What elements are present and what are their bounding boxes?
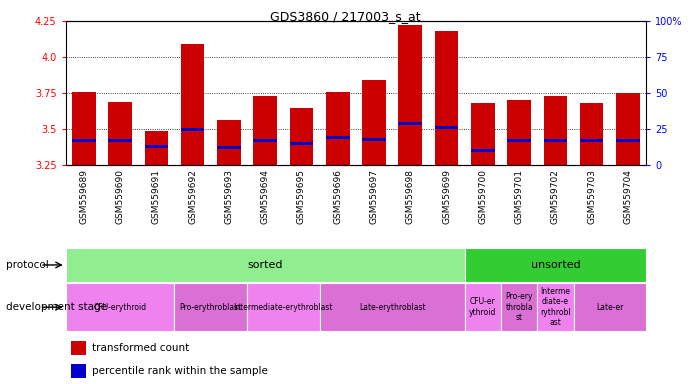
Bar xyxy=(72,139,95,142)
Bar xyxy=(362,137,386,141)
Text: protocol: protocol xyxy=(6,260,48,270)
Bar xyxy=(580,139,603,142)
Bar xyxy=(507,139,531,142)
Text: GSM559696: GSM559696 xyxy=(333,169,342,224)
Text: development stage: development stage xyxy=(6,302,106,312)
Bar xyxy=(538,283,574,331)
Bar xyxy=(290,108,313,165)
Text: Interme
diate-e
rythrobl
ast: Interme diate-e rythrobl ast xyxy=(540,287,571,327)
Text: GDS3860 / 217003_s_at: GDS3860 / 217003_s_at xyxy=(270,10,421,23)
Bar xyxy=(254,139,277,142)
Text: Late-er: Late-er xyxy=(596,303,623,312)
Bar xyxy=(326,136,350,139)
Bar xyxy=(144,131,168,165)
Bar xyxy=(399,25,422,165)
Text: GSM559689: GSM559689 xyxy=(79,169,88,224)
Bar xyxy=(464,248,646,281)
Bar xyxy=(362,80,386,165)
Text: GSM559703: GSM559703 xyxy=(587,169,596,224)
Bar xyxy=(174,283,247,331)
Bar xyxy=(144,145,168,148)
Text: GSM559699: GSM559699 xyxy=(442,169,451,224)
Bar xyxy=(544,139,567,142)
Bar xyxy=(71,364,86,378)
Bar xyxy=(464,283,501,331)
Bar xyxy=(254,96,277,165)
Text: GSM559694: GSM559694 xyxy=(261,169,269,224)
Text: GSM559690: GSM559690 xyxy=(115,169,124,224)
Text: Late-erythroblast: Late-erythroblast xyxy=(359,303,426,312)
Bar xyxy=(217,146,240,149)
Bar xyxy=(290,142,313,145)
Text: percentile rank within the sample: percentile rank within the sample xyxy=(92,366,267,376)
Text: sorted: sorted xyxy=(247,260,283,270)
Bar xyxy=(71,341,86,355)
Text: CFU-er
ythroid: CFU-er ythroid xyxy=(469,298,497,317)
Bar xyxy=(580,103,603,165)
Text: transformed count: transformed count xyxy=(92,343,189,353)
Text: Pro-ery
throbla
st: Pro-ery throbla st xyxy=(505,292,533,322)
Bar xyxy=(616,93,640,165)
Bar xyxy=(471,103,495,165)
Text: GSM559701: GSM559701 xyxy=(515,169,524,224)
Bar xyxy=(435,31,458,165)
Bar xyxy=(399,122,422,125)
Bar xyxy=(181,127,205,131)
Bar xyxy=(217,121,240,165)
Bar xyxy=(507,100,531,165)
Text: GSM559697: GSM559697 xyxy=(370,169,379,224)
Text: CFU-erythroid: CFU-erythroid xyxy=(93,303,146,312)
Text: GSM559695: GSM559695 xyxy=(297,169,306,224)
Text: GSM559691: GSM559691 xyxy=(152,169,161,224)
Bar xyxy=(326,92,350,165)
Text: GSM559702: GSM559702 xyxy=(551,169,560,224)
Bar xyxy=(574,283,646,331)
Text: GSM559692: GSM559692 xyxy=(188,169,197,224)
Bar xyxy=(471,149,495,152)
Bar xyxy=(181,44,205,165)
Text: GSM559700: GSM559700 xyxy=(478,169,487,224)
Text: Pro-erythroblast: Pro-erythroblast xyxy=(180,303,242,312)
Text: GSM559704: GSM559704 xyxy=(623,169,632,224)
Bar xyxy=(435,126,458,129)
Bar xyxy=(108,102,132,165)
Text: unsorted: unsorted xyxy=(531,260,580,270)
Bar xyxy=(319,283,464,331)
Bar xyxy=(247,283,319,331)
Bar xyxy=(501,283,538,331)
Bar xyxy=(66,248,464,281)
Bar xyxy=(616,139,640,142)
Text: GSM559698: GSM559698 xyxy=(406,169,415,224)
Bar xyxy=(66,283,174,331)
Text: Intermediate-erythroblast: Intermediate-erythroblast xyxy=(234,303,333,312)
Bar xyxy=(544,96,567,165)
Bar xyxy=(108,139,132,142)
Bar xyxy=(72,92,95,165)
Text: GSM559693: GSM559693 xyxy=(225,169,234,224)
